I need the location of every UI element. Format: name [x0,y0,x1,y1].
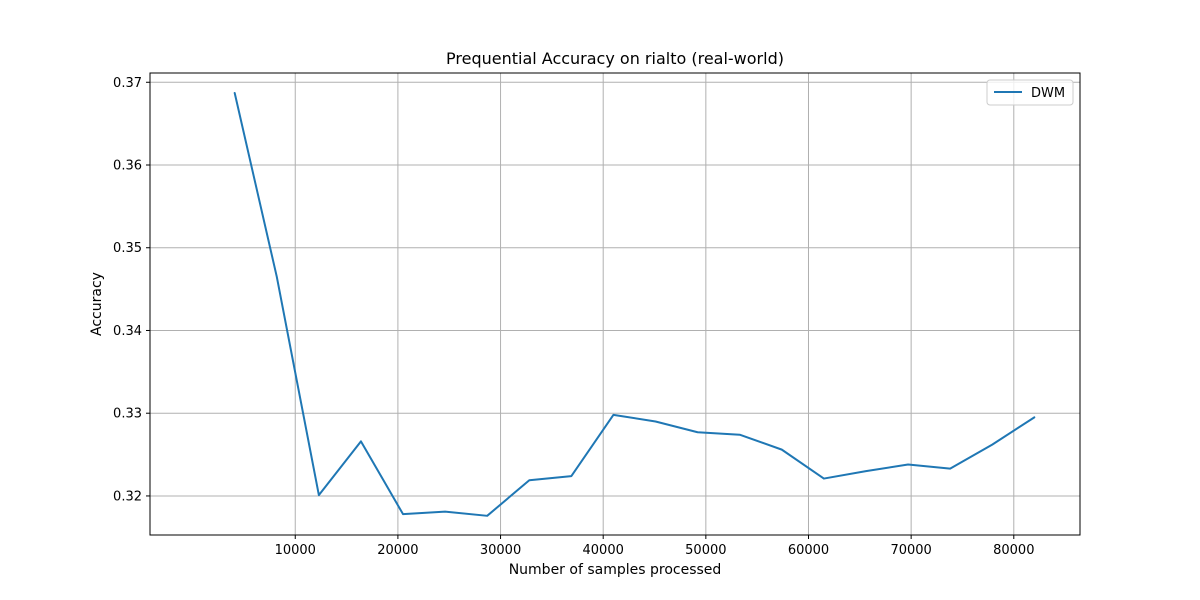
series-line-dwm [233,92,1036,517]
x-tick-label: 30000 [480,543,521,558]
axes-frame [149,72,1081,536]
x-tick-label: 50000 [685,543,726,558]
legend-label-dwm: DWM [1031,86,1065,101]
x-axis-label: Number of samples processed [509,562,722,578]
x-tick-label: 40000 [583,543,624,558]
y-tick-label: 0.37 [113,76,142,91]
legend-box [986,79,1074,106]
y-tick-label: 0.35 [113,241,142,256]
legend: DWM [986,79,1074,106]
x-tick-label: 10000 [275,543,316,558]
x-tick-label: 20000 [377,543,418,558]
x-tick-label: 70000 [890,543,931,558]
y-axis-label: Accuracy [89,272,105,336]
y-tick-label: 0.36 [113,159,142,174]
y-tick-label: 0.32 [113,489,142,504]
series-layer [233,92,1036,517]
y-tick-label: 0.33 [113,407,142,422]
ticks: 10000 20000 30000 40000 50000 60000 70000 80000… [113,76,1034,558]
grid [150,73,1080,535]
y-tick-label: 0.34 [113,324,142,339]
chart-title: Prequential Accuracy on rialto (real-wor… [446,49,784,68]
x-tick-label: 80000 [993,543,1034,558]
x-tick-label: 60000 [788,543,829,558]
